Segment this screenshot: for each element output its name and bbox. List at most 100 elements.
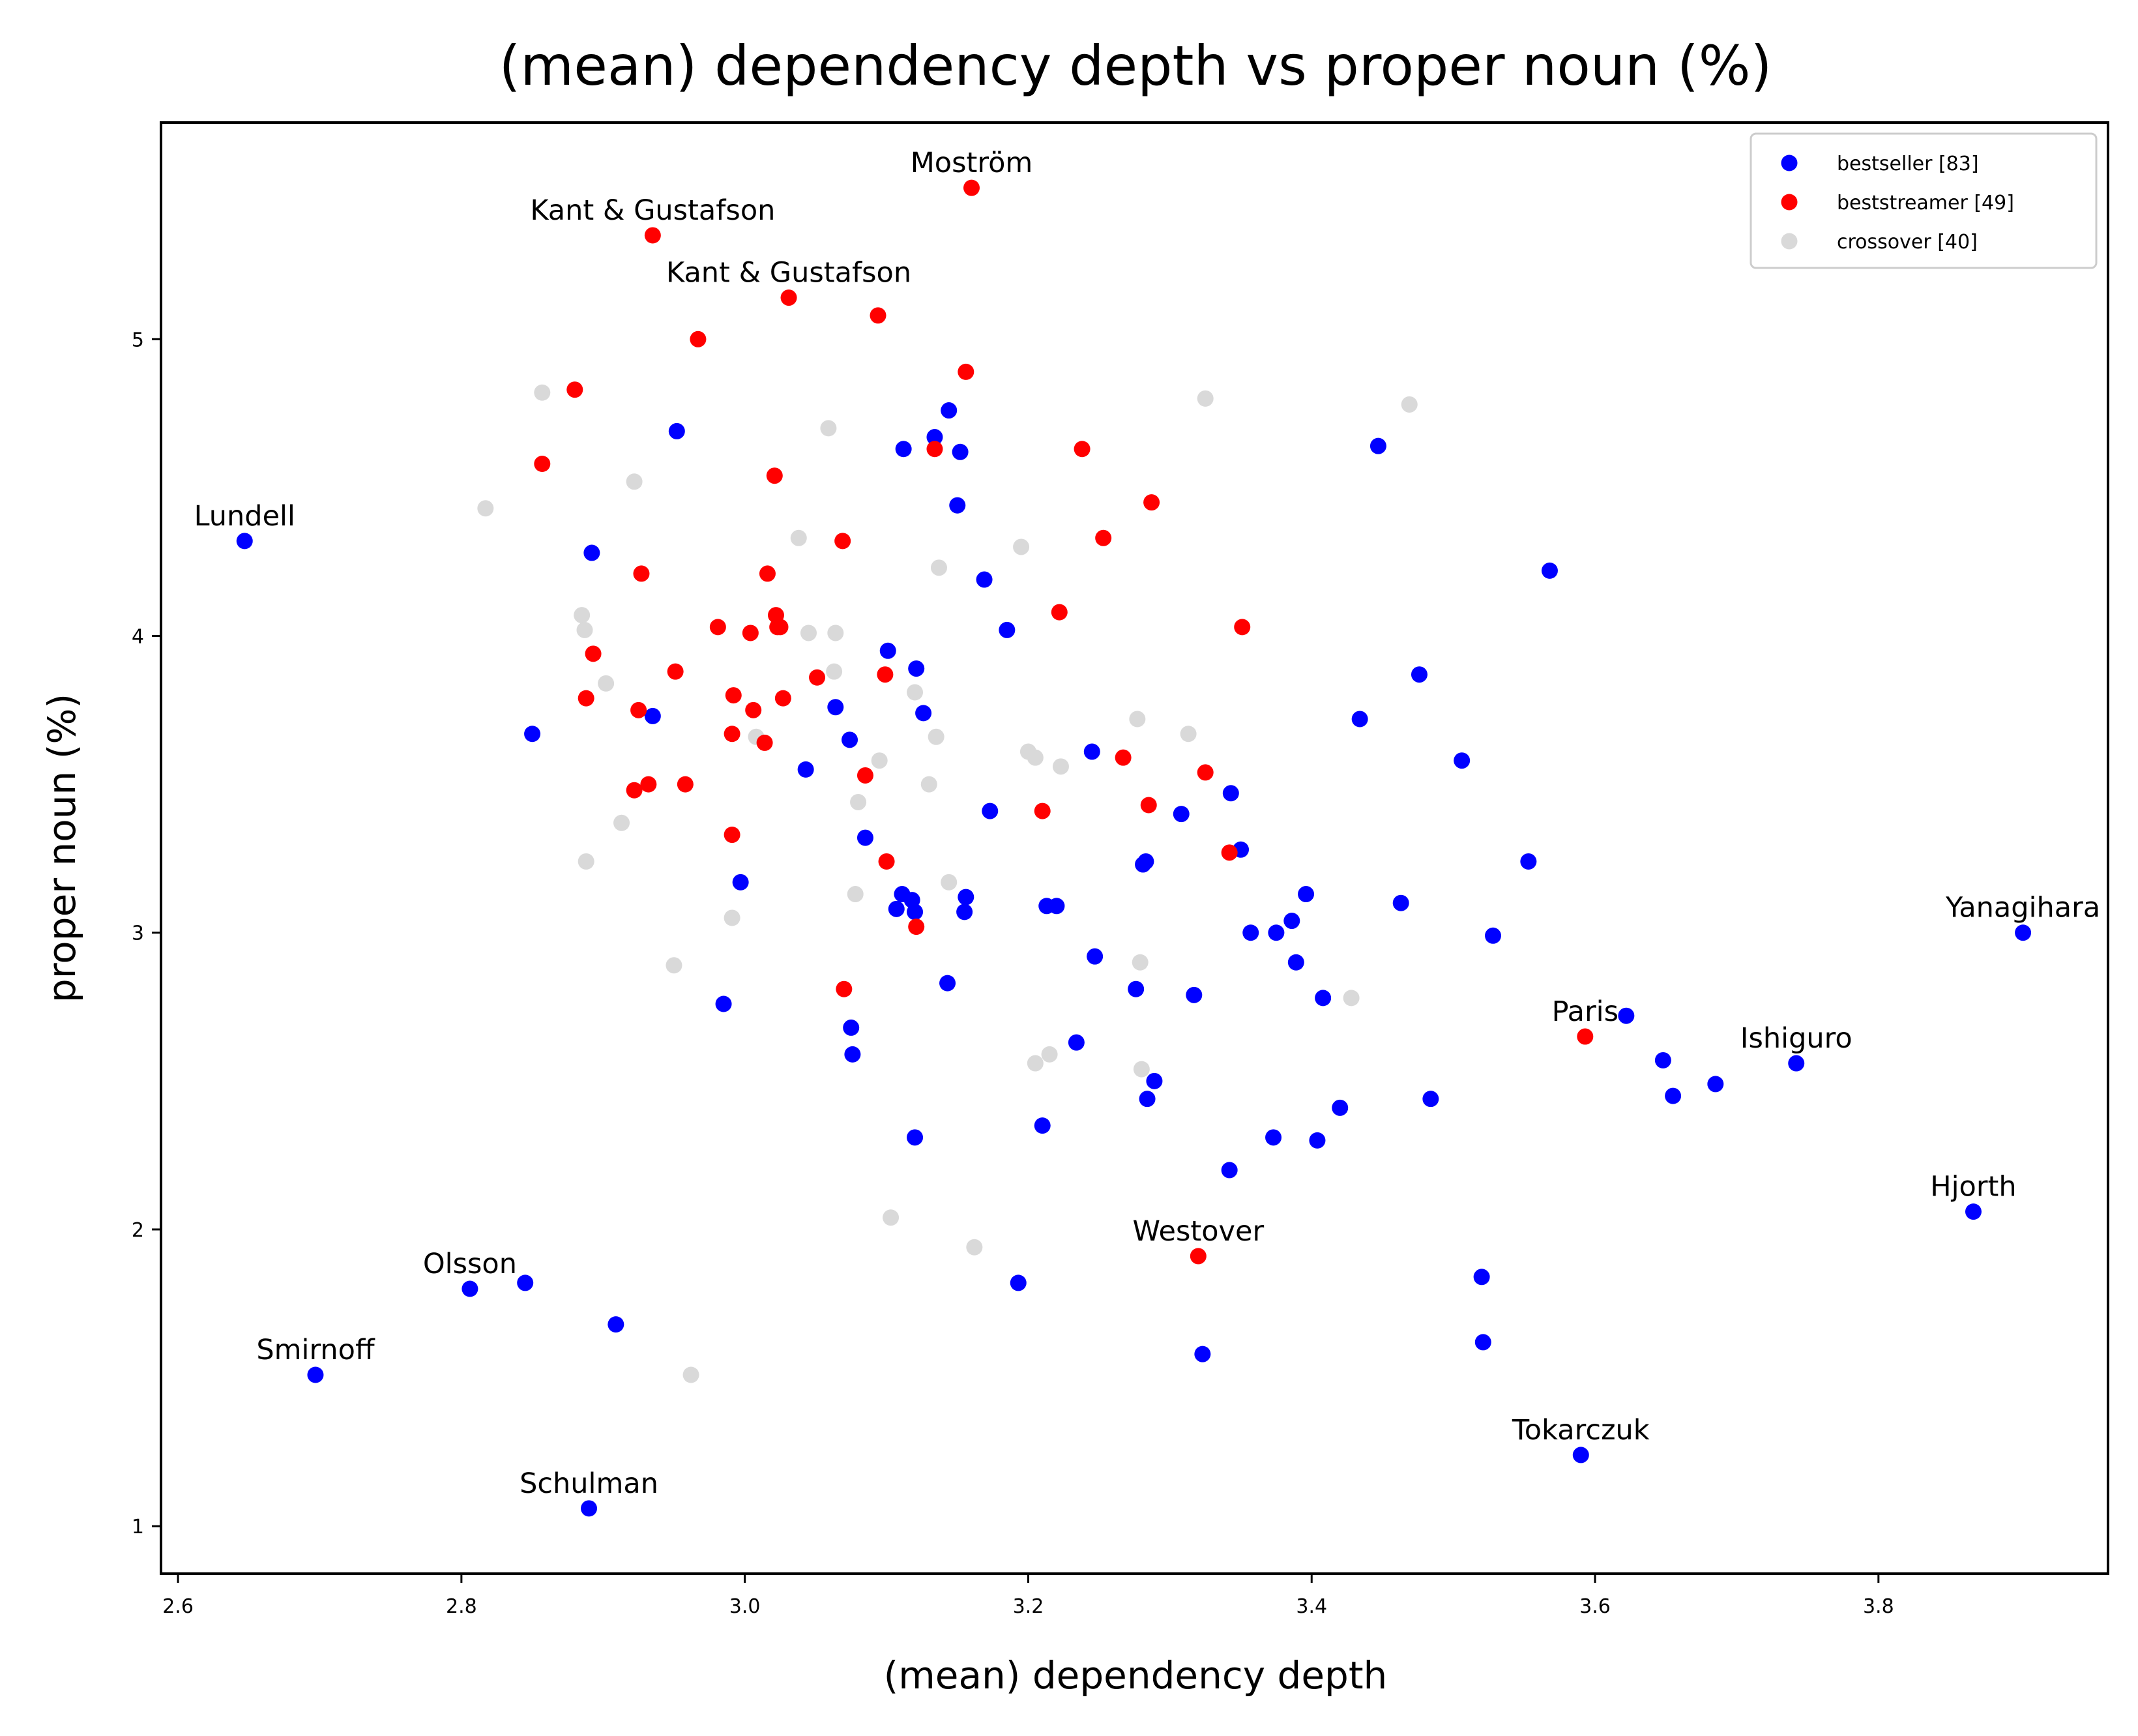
point-bestseller <box>1707 1076 1724 1093</box>
point-bestseller <box>1474 1334 1491 1351</box>
annotation-label: Moström <box>911 147 1033 179</box>
point-crossover <box>1180 726 1197 743</box>
point-crossover <box>1027 1055 1044 1072</box>
point-beststreamer <box>877 666 894 683</box>
point-bestseller <box>1048 898 1065 915</box>
annotation-label: Hjorth <box>1930 1171 2016 1203</box>
point-crossover <box>800 625 817 641</box>
point-beststreamer <box>857 767 873 784</box>
y-axis: 1 2 3 4 5 <box>132 329 161 1538</box>
annotation-label: Paris <box>1552 995 1618 1028</box>
point-beststreamer <box>1234 619 1251 636</box>
point-bestseller <box>1083 743 1100 760</box>
point-beststreamer <box>1190 1248 1207 1265</box>
point-crossover <box>907 684 924 701</box>
point-bestseller <box>844 1046 861 1063</box>
point-beststreamer <box>745 701 762 718</box>
point-crossover <box>574 607 591 624</box>
point-crossover <box>1132 954 1149 971</box>
point-bestseller <box>1268 924 1285 941</box>
data-points <box>236 179 2032 1517</box>
point-bestseller <box>857 829 873 846</box>
point-annotations: Moström Kant & Gustafson Kant & Gustafson L… <box>194 147 2101 1500</box>
legend-entry-label: bestseller [83] <box>1837 153 1979 175</box>
point-crossover <box>613 814 630 831</box>
point-crossover <box>1133 1061 1150 1078</box>
point-bestseller <box>908 660 925 677</box>
point-beststreamer <box>633 565 650 582</box>
x-tick-label: 3.0 <box>729 1595 761 1618</box>
point-bestseller <box>1283 913 1300 930</box>
point-bestseller <box>644 707 661 724</box>
point-beststreamer <box>958 363 974 380</box>
point-bestseller <box>1137 853 1154 870</box>
point-bestseller <box>1146 1072 1163 1089</box>
point-bestseller <box>1068 1034 1085 1051</box>
point-beststreamer <box>809 669 826 686</box>
point-bestseller <box>1186 986 1203 1003</box>
point-beststreamer <box>774 690 791 707</box>
point-crossover <box>724 909 740 926</box>
point-bestseller <box>842 731 858 748</box>
x-tick-label: 2.6 <box>162 1595 194 1618</box>
point-bestseller <box>956 904 973 920</box>
point-bestseller <box>1221 1162 1238 1179</box>
annotation-label: Schulman <box>520 1467 658 1500</box>
point-crossover <box>1027 749 1044 766</box>
y-tick-label: 5 <box>132 329 144 351</box>
x-tick-label: 2.8 <box>446 1595 477 1618</box>
point-beststreamer <box>677 776 694 793</box>
point-beststreamer <box>1577 1028 1594 1045</box>
point-beststreamer <box>756 734 773 751</box>
point-beststreamer <box>724 726 740 743</box>
point-bestseller <box>1173 806 1190 823</box>
y-tick-label: 3 <box>132 922 144 945</box>
point-bestseller <box>907 1129 924 1146</box>
point-bestseller <box>1411 666 1428 683</box>
point-bestseller <box>1392 894 1409 911</box>
y-tick-label: 1 <box>132 1516 144 1538</box>
point-crossover <box>966 1239 983 1256</box>
point-bestseller <box>1572 1447 1589 1464</box>
point-beststreamer <box>780 289 797 306</box>
legend-entry-label: crossover [40] <box>1837 231 1978 254</box>
annotation-label: Tokarczuk <box>1512 1414 1650 1447</box>
point-bestseller <box>1287 954 1304 971</box>
legend-marker <box>1781 154 1798 171</box>
point-bestseller <box>907 904 924 920</box>
annotation-label: Olsson <box>423 1248 517 1280</box>
point-crossover <box>871 752 888 769</box>
point-bestseller <box>1087 948 1104 965</box>
point-bestseller <box>1139 1091 1156 1108</box>
point-bestseller <box>952 443 969 460</box>
point-beststreamer <box>759 565 776 582</box>
point-beststreamer <box>870 307 886 324</box>
point-beststreamer <box>836 980 853 997</box>
point-bestseller <box>926 429 943 446</box>
point-bestseller <box>715 995 732 1012</box>
point-bestseller <box>2015 924 2032 941</box>
axes-frame <box>160 121 2109 1575</box>
x-tick-label: 3.2 <box>1013 1595 1044 1618</box>
point-bestseller <box>949 497 966 514</box>
point-beststreamer <box>1095 529 1112 546</box>
point-beststreamer <box>626 782 643 799</box>
point-beststreamer <box>1034 802 1051 819</box>
point-beststreamer <box>709 619 726 636</box>
y-tick-label: 2 <box>132 1219 144 1242</box>
point-crossover <box>477 500 494 517</box>
annotation-label: Kant & Gustafson <box>530 194 775 227</box>
point-bestseller <box>888 900 905 917</box>
x-axis-label: (mean) dependency depth <box>884 1653 1388 1698</box>
point-crossover <box>666 957 682 974</box>
point-bestseller <box>827 699 844 716</box>
point-crossover <box>790 529 807 546</box>
point-crossover <box>820 420 837 437</box>
point-bestseller <box>999 621 1016 638</box>
point-beststreamer <box>908 919 925 935</box>
legend-marker <box>1781 233 1798 250</box>
point-crossover <box>578 853 594 870</box>
point-bestseller <box>895 441 912 458</box>
point-bestseller <box>958 889 974 905</box>
